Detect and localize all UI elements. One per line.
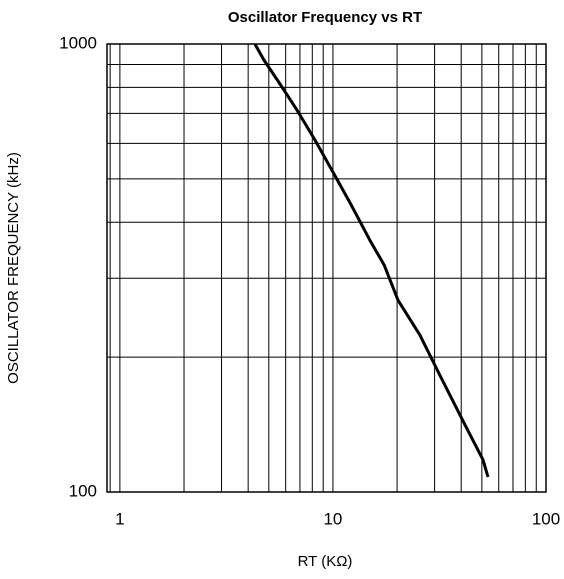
x-tick-label: 1 (115, 509, 124, 528)
x-tick-label: 10 (323, 509, 342, 528)
y-axis-label: OSCILLATOR FREQUENCY (kHz) (5, 152, 22, 384)
y-tick-label: 100 (69, 481, 97, 500)
x-axis-label: RT (KΩ) (298, 553, 353, 570)
y-tick-label: 1000 (59, 33, 97, 52)
chart-title: Oscillator Frequency vs RT (228, 9, 422, 26)
data-line (253, 43, 490, 478)
plot-border (106, 43, 547, 493)
x-tick-label: 100 (532, 509, 560, 528)
